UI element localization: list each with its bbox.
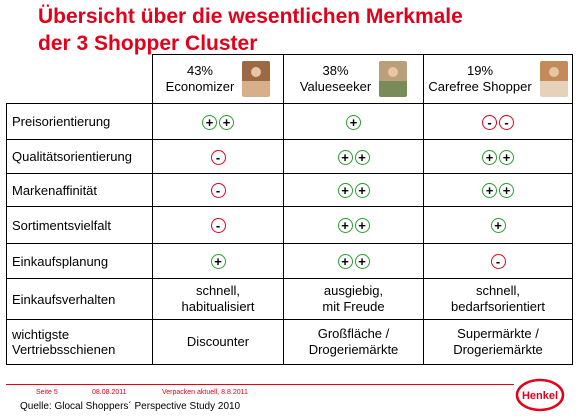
- minus-icon: -: [482, 114, 497, 130]
- row-label: Einkaufsplanung: [6, 243, 153, 279]
- row-label: Qualitätsorientierung: [6, 139, 153, 174]
- plus-icon: +: [490, 218, 506, 234]
- cell-valueseeker: Großfläche / Drogeriemärkte: [283, 319, 424, 365]
- minus-icon: -: [210, 149, 226, 165]
- segment-name: Valueseeker: [299, 79, 372, 94]
- plus-icon: +: [337, 149, 353, 165]
- corner-cell: [6, 54, 153, 104]
- row-label: wichtigste Vertriebsschienen: [6, 319, 153, 365]
- cell-text: Discounter: [186, 334, 250, 349]
- cell-valueseeker: + +: [283, 243, 424, 279]
- cell-valueseeker: + +: [283, 173, 424, 207]
- plus-icon: +: [354, 183, 370, 199]
- row-label: Markenaffinität: [6, 173, 153, 207]
- title-line-2: der 3 Shopper Cluster: [38, 32, 258, 55]
- cell-text: Großfläche / Drogeriemärkte: [308, 326, 399, 357]
- cell-text: ausgiebig, mit Freude: [322, 283, 385, 314]
- minus-icon: -: [499, 114, 514, 130]
- cell-economizer: +: [152, 243, 284, 279]
- cell-carefree: +: [423, 206, 573, 244]
- plus-icon: +: [354, 218, 370, 234]
- title-line-1: Übersicht über die wesentlichen Merkmale: [38, 5, 463, 28]
- plus-icon: +: [346, 114, 361, 130]
- cell-economizer: -: [152, 206, 284, 244]
- cell-valueseeker: ausgiebig, mit Freude: [283, 278, 424, 320]
- table-row: Sortimentsvielfalt - + + +: [6, 206, 573, 244]
- footer-divider: [6, 384, 514, 385]
- henkel-logo: Henkel: [515, 378, 565, 412]
- plus-icon: +: [202, 114, 217, 130]
- table-row: Qualitätsorientierung - + + + +: [6, 139, 573, 174]
- footer-page: Seite 5: [36, 389, 58, 396]
- shopper-photo: [379, 61, 408, 97]
- plus-icon: +: [337, 218, 353, 234]
- cell-valueseeker: +: [283, 103, 424, 140]
- plus-icon: +: [499, 149, 514, 165]
- cell-economizer: schnell, habitualisiert: [152, 278, 284, 320]
- plus-icon: +: [499, 183, 514, 199]
- plus-icon: +: [482, 183, 497, 199]
- table-row: Einkaufsverhalten schnell, habitualisiert…: [6, 278, 573, 320]
- cell-valueseeker: + +: [283, 139, 424, 174]
- shopper-photo: [242, 61, 271, 97]
- logo-text: Henkel: [522, 390, 558, 402]
- row-label: Einkaufsverhalten: [6, 278, 153, 320]
- segment-percent: 43%: [186, 63, 213, 78]
- minus-icon: -: [490, 254, 506, 270]
- segment-percent: 19%: [466, 63, 494, 78]
- header-row: 43% Economizer 38% Valueseeker: [6, 54, 573, 104]
- segment-percent: 38%: [322, 63, 349, 78]
- plus-icon: +: [482, 149, 497, 165]
- table-row: Einkaufsplanung + + + -: [6, 243, 573, 279]
- cell-economizer: -: [152, 139, 284, 174]
- plus-icon: +: [337, 183, 353, 199]
- minus-icon: -: [210, 183, 226, 199]
- cell-carefree: + +: [423, 173, 573, 207]
- plus-icon: +: [337, 254, 353, 270]
- segment-header-valueseeker: 38% Valueseeker: [283, 54, 424, 104]
- segment-name: Carefree Shopper: [428, 79, 532, 94]
- cell-text: schnell, bedarfsorientiert: [451, 283, 545, 314]
- minus-icon: -: [210, 218, 226, 234]
- plus-icon: +: [219, 114, 234, 130]
- plus-icon: +: [354, 254, 370, 270]
- source-note: Quelle: Glocal Shoppers´ Perspective Stu…: [20, 401, 241, 412]
- plus-icon: +: [354, 149, 370, 165]
- footer-note: Verpacken aktuell, 8.8.2011: [162, 389, 248, 396]
- table-row: wichtigste Vertriebsschienen Discounter Gr…: [6, 319, 573, 365]
- cell-carefree: Supermärkte / Drogeriemärkte: [423, 319, 573, 365]
- cell-economizer: + +: [152, 103, 284, 140]
- cell-carefree: -: [423, 243, 573, 279]
- table-row: Preisorientierung + + + - -: [6, 103, 573, 140]
- cell-carefree: schnell, bedarfsorientiert: [423, 278, 573, 320]
- cell-carefree: + +: [423, 139, 573, 174]
- footer-date: 08.08.2011: [92, 389, 127, 396]
- row-label: Sortimentsvielfalt: [6, 206, 153, 244]
- cell-carefree: --: [423, 103, 573, 140]
- segment-header-carefree: 19% Carefree Shopper: [423, 54, 573, 104]
- cluster-table: 43% Economizer 38% Valueseeker: [6, 54, 573, 365]
- segment-name: Economizer: [165, 79, 235, 94]
- cell-text: Supermärkte / Drogeriemärkte: [453, 326, 543, 357]
- cell-valueseeker: + +: [283, 206, 424, 244]
- segment-header-economizer: 43% Economizer: [152, 54, 284, 104]
- cell-text: schnell, habitualisiert: [181, 283, 255, 314]
- cell-economizer: Discounter: [152, 319, 284, 365]
- table-row: Markenaffinität - + + + +: [6, 173, 573, 207]
- shopper-photo: [539, 61, 568, 97]
- row-label: Preisorientierung: [6, 103, 153, 140]
- cell-economizer: -: [152, 173, 284, 207]
- plus-icon: +: [210, 254, 226, 270]
- slide-title: Übersicht über die wesentlichen Merkmale…: [38, 3, 558, 57]
